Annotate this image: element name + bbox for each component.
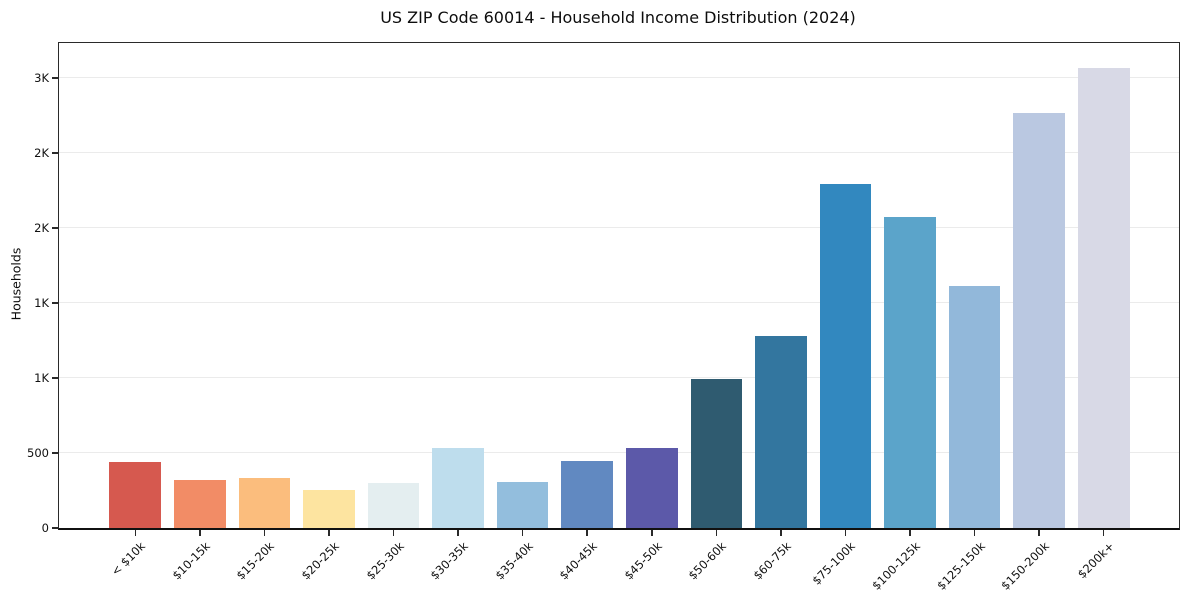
y-tick-mark [51, 152, 58, 154]
bar-60-75k [755, 336, 807, 528]
bar-band [1071, 43, 1136, 528]
bar-band [878, 43, 943, 528]
bar-35-40k [496, 482, 549, 528]
x-tick-mark [1038, 530, 1040, 536]
y-axis-label: Households [8, 247, 24, 321]
gridline [59, 452, 1179, 454]
bar-50-60k [690, 379, 743, 528]
bar-band [1007, 43, 1072, 528]
bar-30-35k [432, 448, 484, 528]
x-tick-mark [844, 530, 847, 536]
y-tick-mark [51, 452, 58, 454]
bar-band [232, 43, 297, 528]
bar-40-45k [561, 461, 614, 528]
bar-band [813, 43, 878, 528]
bar-band [684, 43, 749, 528]
bar-10k [109, 462, 162, 528]
bar-200k [1077, 68, 1130, 528]
gridline [59, 152, 1179, 154]
gridline [59, 302, 1179, 304]
x-tick-mark [392, 530, 395, 536]
y-tick-mark [51, 377, 58, 379]
y-tick-label: 500 [27, 445, 49, 460]
bar-75-100k [819, 184, 872, 528]
y-tick-mark [51, 302, 58, 304]
x-tick-mark [457, 530, 459, 536]
x-tick-mark [909, 530, 911, 536]
bar-25-30k [367, 483, 420, 528]
x-tick-mark [973, 530, 976, 536]
bar-band [426, 43, 491, 528]
gridline [59, 227, 1179, 229]
y-tick-mark [51, 227, 58, 229]
x-tick-mark [199, 530, 201, 536]
bar-150-200k [1013, 113, 1065, 528]
y-tick-label: 1K [34, 295, 49, 310]
y-tick-label: 1K [34, 370, 49, 385]
x-tick-mark [134, 530, 137, 536]
bar-band [555, 43, 620, 528]
gridline [59, 377, 1179, 379]
gridline [59, 77, 1179, 79]
bar-45-50k [625, 448, 678, 528]
x-tick-mark [521, 530, 524, 536]
plot-area: 0 500 1K 1K 2K 2K 3K < $10k $10-15k $15-20k $20-25… [27, 42, 1180, 590]
bar-band [297, 43, 362, 528]
bar-band [103, 43, 168, 528]
y-tick-mark [51, 77, 58, 79]
x-tick-mark [715, 530, 718, 536]
x-tick-mark [586, 530, 588, 536]
y-tick-label: 2K [34, 220, 49, 235]
y-tick-label: 0 [41, 521, 49, 535]
x-tick-mark [1102, 530, 1105, 536]
y-tick-mark [51, 527, 58, 529]
x-tick-mark [651, 530, 653, 536]
y-tick-label: 2K [34, 145, 49, 160]
bar-100-125k [884, 217, 936, 528]
x-tick-mark [263, 530, 266, 536]
y-tick-label: 3K [34, 70, 49, 85]
bar-band [749, 43, 814, 528]
bar-band [168, 43, 233, 528]
bar-125-150k [948, 286, 1001, 528]
bars-layer [59, 43, 1179, 528]
bar-band [620, 43, 685, 528]
x-tick-mark [780, 530, 782, 536]
bar-band [361, 43, 426, 528]
bar-band [490, 43, 555, 528]
x-tick-label: < $10k [108, 539, 149, 579]
bar-20-25k [303, 490, 355, 528]
bar-10-15k [174, 480, 226, 528]
bar-band [942, 43, 1007, 528]
bar-15-20k [238, 478, 291, 528]
x-tick-mark [328, 530, 330, 536]
chart-title: US ZIP Code 60014 - Household Income Dis… [380, 8, 856, 27]
